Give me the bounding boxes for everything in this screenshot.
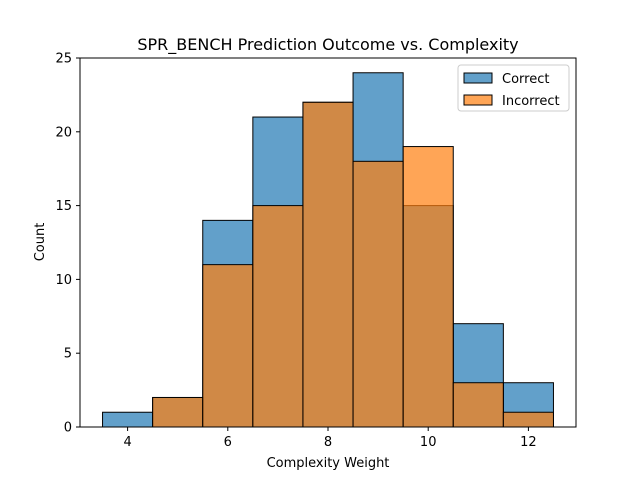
bar-incorrect-7 [452,382,504,428]
y-tick-label: 0 [64,421,72,436]
x-axis-label: Complexity Weight [267,456,390,471]
bars-layer [102,72,554,428]
bar-incorrect-2 [202,264,254,428]
y-tick-label: 20 [55,125,72,140]
x-tick-label: 4 [123,435,131,450]
y-axis-ticks: 0 5 10 15 20 25 [55,52,80,436]
x-tick-label: 6 [224,435,232,450]
legend: Correct Incorrect [457,64,570,112]
bar-incorrect-6 [402,146,454,428]
x-tick-label: 12 [520,435,537,450]
x-tick-label: 8 [324,435,332,450]
x-tick-label: 10 [420,435,437,450]
legend-label-incorrect: Incorrect [502,94,560,109]
bar-incorrect-4 [302,101,354,428]
bar-incorrect-5 [352,160,404,428]
bar-incorrect-3 [252,205,304,428]
legend-swatch-correct [463,72,493,84]
y-tick-label: 10 [55,273,72,288]
bar-incorrect-8 [502,411,554,428]
legend-label-correct: Correct [502,72,549,87]
y-tick-label: 5 [64,347,72,362]
legend-swatch-incorrect [463,94,493,106]
y-axis-label: Count [33,223,48,262]
bar-incorrect-1 [152,396,204,428]
bar-correct-0 [102,411,154,428]
y-tick-label: 15 [55,199,72,214]
chart-title: SPR_BENCH Prediction Outcome vs. Complex… [137,35,518,55]
y-tick-label: 25 [55,52,72,67]
x-axis-ticks: 4 6 8 10 12 [123,427,537,450]
